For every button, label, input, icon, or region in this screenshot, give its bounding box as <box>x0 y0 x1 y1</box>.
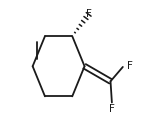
Text: F: F <box>86 9 92 19</box>
Text: F: F <box>127 61 133 71</box>
Text: F: F <box>109 104 115 114</box>
